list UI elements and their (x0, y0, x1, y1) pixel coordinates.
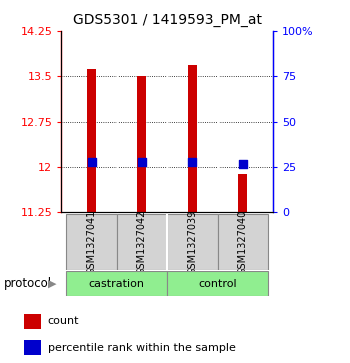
Text: GSM1327039: GSM1327039 (187, 210, 197, 275)
Bar (24, 314, 41, 329)
Text: protocol: protocol (4, 277, 52, 290)
Point (139, 159, 145, 165)
Bar (24, 340, 41, 355)
Bar (167, 214, 218, 270)
Text: percentile rank within the sample: percentile rank within the sample (48, 343, 236, 353)
Text: ▶: ▶ (48, 279, 56, 289)
Bar (87, 69, 96, 212)
Bar (66, 214, 117, 270)
Bar (66, 271, 167, 296)
Text: GSM1327041: GSM1327041 (86, 210, 97, 275)
Point (240, 161, 246, 167)
Text: control: control (198, 278, 237, 289)
Point (190, 159, 195, 165)
Title: GDS5301 / 1419593_PM_at: GDS5301 / 1419593_PM_at (73, 13, 262, 27)
Bar (238, 174, 247, 212)
Bar (167, 271, 268, 296)
Text: GSM1327040: GSM1327040 (238, 210, 248, 275)
Text: castration: castration (89, 278, 145, 289)
Bar (188, 65, 197, 212)
Point (89, 159, 94, 165)
Bar (117, 214, 167, 270)
Bar (218, 214, 268, 270)
Text: count: count (48, 316, 79, 326)
Bar (138, 76, 146, 212)
Text: GSM1327042: GSM1327042 (137, 209, 147, 275)
